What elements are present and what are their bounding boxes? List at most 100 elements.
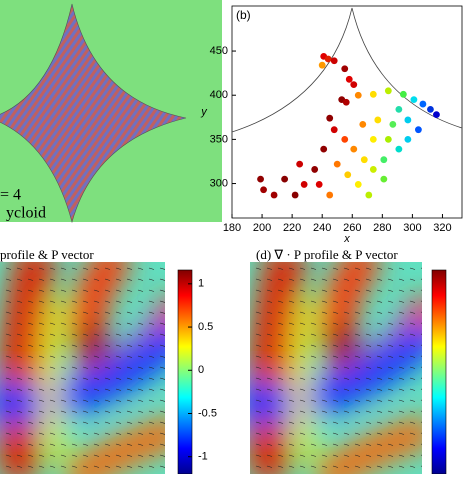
vector-arrow <box>104 432 111 435</box>
vector-arrow <box>115 432 122 435</box>
vector-arrow <box>49 465 56 468</box>
vector-arrow <box>71 454 78 457</box>
vector-arrow <box>115 322 122 325</box>
vector-arrow <box>82 421 89 424</box>
vector-arrow <box>60 443 67 446</box>
vector-arrow <box>255 267 262 270</box>
vector-arrow <box>159 355 165 358</box>
vector-arrow <box>310 344 317 347</box>
vector-arrow <box>82 278 89 281</box>
field-band <box>0 319 165 422</box>
vector-arrow <box>115 344 122 347</box>
vector-arrow <box>288 443 295 446</box>
vector-arrow <box>137 388 144 391</box>
vector-arrow <box>387 388 394 391</box>
vector-arrow <box>420 410 422 412</box>
vector-arrow <box>299 399 306 402</box>
vector-arrow <box>126 300 133 303</box>
vector-arrow <box>104 344 111 347</box>
vector-arrow <box>376 421 383 424</box>
vector-arrow <box>60 377 67 380</box>
field-band <box>0 262 58 474</box>
vector-arrow <box>137 289 144 292</box>
vector-arrow <box>365 421 372 424</box>
field-band <box>312 416 422 474</box>
vector-arrow <box>60 344 67 347</box>
vector-arrow <box>376 465 383 468</box>
vector-arrow <box>71 355 78 358</box>
vector-arrow <box>343 333 350 336</box>
vector-arrow <box>93 454 100 457</box>
vector-arrow <box>171 411 176 413</box>
vector-arrow <box>343 300 350 303</box>
vector-arrow <box>16 454 23 457</box>
vector-arrow <box>299 465 306 468</box>
vector-arrow <box>115 355 122 358</box>
panel-b: 180 200 220 240 260 280 300 320 300 350 400 450 x y (b… <box>200 5 463 245</box>
panel-title: (d) ∇ · P profile & P vector <box>256 247 398 262</box>
vector-arrow <box>420 267 422 269</box>
vector-arrow <box>354 267 361 270</box>
vector-arrow <box>398 399 405 402</box>
vector-arrow <box>288 333 295 336</box>
colorbar-tick-label: -1 <box>198 451 208 463</box>
vector-arrow <box>409 289 416 292</box>
vector-arrow <box>38 454 45 457</box>
vector-arrow <box>332 377 339 380</box>
vector-arrow <box>387 443 394 446</box>
vector-arrow <box>310 366 317 369</box>
x-tick-label: 240 <box>313 222 331 234</box>
colorbar <box>431 269 447 475</box>
vector-arrow <box>310 289 317 292</box>
vector-arrow <box>49 344 56 347</box>
vector-arrow <box>310 355 317 358</box>
vector-arrow <box>387 278 394 281</box>
vector-arrow <box>104 443 111 446</box>
vector-arrow <box>71 322 78 325</box>
vector-arrow <box>277 322 284 325</box>
vector-arrow <box>49 454 56 457</box>
vector-arrow <box>354 311 361 314</box>
vector-arrow <box>126 322 133 325</box>
vector-arrow <box>60 322 67 325</box>
vector-arrow <box>82 399 89 402</box>
vector-arrow <box>398 300 405 303</box>
vector-arrow <box>171 356 176 358</box>
vector-arrow <box>376 410 383 413</box>
vector-arrow <box>332 399 339 402</box>
point <box>365 191 373 199</box>
point <box>257 175 264 183</box>
vector-arrow <box>266 289 273 292</box>
vector-arrow <box>115 366 122 369</box>
vector-arrow <box>148 432 155 435</box>
vector-arrow <box>266 388 273 391</box>
vector-arrow <box>277 333 284 336</box>
vector-arrow <box>126 267 133 270</box>
vector-arrow <box>277 432 284 435</box>
vector-arrow <box>93 465 100 468</box>
vector-arrow <box>38 344 45 347</box>
vector-arrow <box>409 322 416 325</box>
vector-arrow <box>409 388 416 391</box>
vector-arrow <box>365 399 372 402</box>
vector-arrow <box>49 300 56 303</box>
vector-arrow <box>171 290 176 292</box>
vector-arrow <box>159 289 165 292</box>
vector-arrow <box>255 454 262 457</box>
astroid <box>0 3 187 224</box>
vector-arrow <box>159 388 165 391</box>
vector-arrow <box>310 432 317 435</box>
vector-arrow <box>299 355 306 358</box>
vector-arrow <box>93 322 100 325</box>
vector-arrow <box>332 454 339 457</box>
point <box>404 116 412 124</box>
vector-arrow <box>299 300 306 303</box>
point <box>318 61 326 69</box>
point <box>300 181 308 188</box>
vector-arrow <box>321 278 328 281</box>
vector-arrow <box>277 454 284 457</box>
vector-arrow <box>354 300 361 303</box>
vector-arrow <box>148 289 155 292</box>
vector-arrow <box>332 366 339 369</box>
vector-arrow <box>321 344 328 347</box>
